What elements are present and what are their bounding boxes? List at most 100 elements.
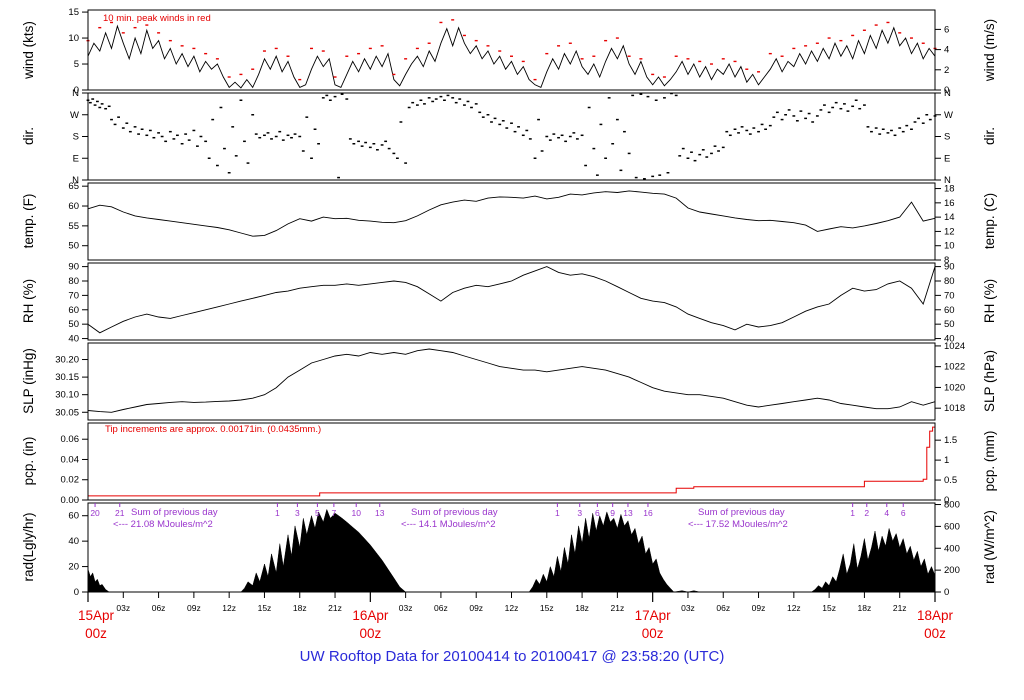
svg-text:5: 5 (74, 59, 79, 70)
svg-text:S: S (944, 132, 950, 143)
svg-text:1022: 1022 (944, 362, 965, 373)
svg-text:12: 12 (944, 226, 955, 237)
svg-text:6: 6 (595, 508, 600, 518)
svg-text:80: 80 (68, 276, 79, 287)
svg-text:70: 70 (68, 290, 79, 301)
svg-text:80: 80 (944, 276, 955, 287)
svg-text:09z: 09z (187, 603, 201, 613)
svg-text:03z: 03z (116, 603, 130, 613)
svg-text:800: 800 (944, 500, 960, 511)
svg-text:21z: 21z (893, 603, 907, 613)
svg-text:5: 5 (315, 508, 320, 518)
svg-text:9: 9 (610, 508, 615, 518)
svg-text:0: 0 (944, 587, 949, 598)
svg-text:1: 1 (275, 508, 280, 518)
svg-text:16: 16 (643, 508, 653, 518)
svg-text:18Apr: 18Apr (917, 608, 954, 623)
rad-sum1-value: <--- 21.08 MJoules/m^2 (113, 519, 213, 530)
rad-sum2-value: <--- 14.1 MJoules/m^2 (401, 519, 496, 530)
svg-text:30.05: 30.05 (55, 407, 79, 418)
svg-text:0: 0 (944, 85, 949, 96)
svg-text:60: 60 (68, 305, 79, 316)
svg-text:N: N (72, 175, 79, 186)
svg-text:E: E (944, 153, 950, 164)
svg-text:30.10: 30.10 (55, 390, 79, 401)
svg-text:3: 3 (577, 508, 582, 518)
svg-text:13: 13 (623, 508, 633, 518)
page-title: UW Rooftop Data for 20100414 to 20100417… (299, 648, 725, 665)
svg-text:18z: 18z (293, 603, 307, 613)
svg-text:15: 15 (68, 7, 79, 18)
svg-text:40: 40 (944, 334, 955, 345)
svg-text:12z: 12z (222, 603, 236, 613)
svg-text:21z: 21z (611, 603, 625, 613)
axis-title-rad-right: rad (W/m^2) (982, 510, 997, 584)
svg-text:18z: 18z (575, 603, 589, 613)
svg-text:2: 2 (864, 508, 869, 518)
svg-text:18z: 18z (858, 603, 872, 613)
svg-text:8: 8 (944, 255, 949, 266)
svg-text:18: 18 (944, 184, 955, 195)
svg-text:00z: 00z (359, 626, 381, 641)
svg-text:06z: 06z (434, 603, 448, 613)
svg-text:06z: 06z (152, 603, 166, 613)
svg-text:1: 1 (944, 455, 949, 466)
pcp-tip-note: Tip increments are approx. 0.00171in. (0… (105, 424, 322, 435)
rad-sum3-value: <--- 17.52 MJoules/m^2 (688, 519, 788, 530)
rad-sum3-label: Sum of previous day (698, 507, 785, 518)
svg-text:S: S (73, 132, 79, 143)
svg-text:W: W (944, 110, 953, 121)
svg-text:70: 70 (944, 290, 955, 301)
svg-text:90: 90 (68, 262, 79, 273)
svg-text:50: 50 (68, 319, 79, 330)
svg-text:0.00: 0.00 (61, 495, 80, 506)
svg-text:4: 4 (884, 508, 889, 518)
rad-sum1-label: Sum of previous day (131, 507, 218, 518)
svg-text:0.5: 0.5 (944, 475, 957, 486)
svg-text:55: 55 (68, 221, 79, 232)
svg-text:0.02: 0.02 (61, 475, 80, 486)
svg-text:6: 6 (944, 24, 949, 35)
svg-text:N: N (72, 88, 79, 99)
svg-text:2: 2 (944, 65, 949, 76)
svg-text:90: 90 (944, 262, 955, 273)
svg-text:21z: 21z (328, 603, 342, 613)
svg-text:00z: 00z (85, 626, 107, 641)
svg-text:50: 50 (68, 241, 79, 252)
svg-text:16: 16 (944, 198, 955, 209)
svg-text:06z: 06z (716, 603, 730, 613)
svg-text:4: 4 (944, 45, 949, 56)
svg-text:1: 1 (555, 508, 560, 518)
svg-text:00z: 00z (642, 626, 664, 641)
svg-text:65: 65 (68, 181, 79, 192)
svg-text:600: 600 (944, 521, 960, 532)
svg-text:15Apr: 15Apr (78, 608, 115, 623)
svg-text:30.15: 30.15 (55, 372, 79, 383)
svg-text:12z: 12z (787, 603, 801, 613)
svg-text:7: 7 (331, 508, 336, 518)
svg-text:1024: 1024 (944, 341, 965, 352)
svg-text:03z: 03z (399, 603, 413, 613)
svg-text:W: W (70, 110, 79, 121)
svg-text:0: 0 (944, 495, 949, 506)
svg-text:14: 14 (944, 212, 955, 223)
svg-text:0: 0 (74, 587, 79, 598)
svg-text:15z: 15z (258, 603, 272, 613)
svg-text:20: 20 (68, 562, 79, 573)
svg-text:40: 40 (68, 536, 79, 547)
svg-text:0: 0 (74, 85, 79, 96)
svg-text:10: 10 (68, 33, 79, 44)
svg-text:400: 400 (944, 543, 960, 554)
svg-text:09z: 09z (752, 603, 766, 613)
svg-text:03z: 03z (681, 603, 695, 613)
svg-text:200: 200 (944, 565, 960, 576)
svg-text:09z: 09z (469, 603, 483, 613)
svg-text:15z: 15z (822, 603, 836, 613)
axis-title-rad-left: rad(Lgly/hr) (21, 512, 36, 582)
svg-text:1: 1 (850, 508, 855, 518)
svg-text:40: 40 (68, 334, 79, 345)
svg-text:10: 10 (351, 508, 361, 518)
svg-text:60: 60 (68, 511, 79, 522)
svg-text:16Apr: 16Apr (352, 608, 389, 623)
